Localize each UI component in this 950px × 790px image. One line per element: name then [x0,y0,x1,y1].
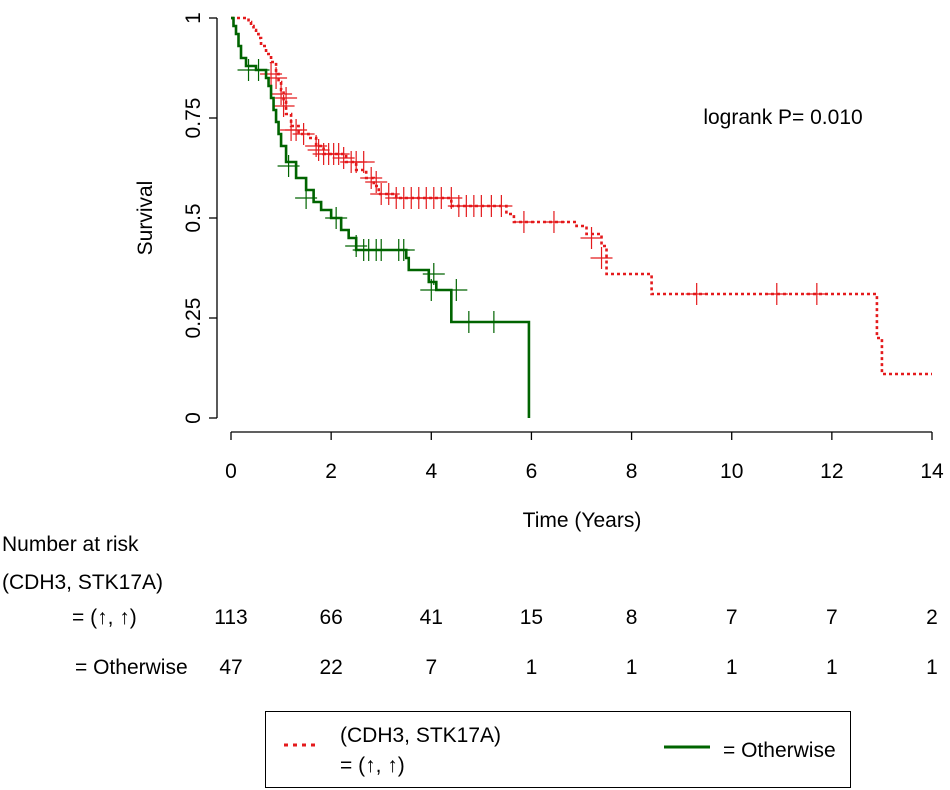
censor-mark [580,227,603,249]
x-tick-label: 4 [425,460,437,483]
censor-mark [512,211,535,233]
censor-mark [272,95,295,117]
x-axis-label: Time (Years) [523,509,642,532]
legend-label-high-line2: = (↑, ↑) [340,754,405,777]
legend: (CDH3, STK17A) = (↑, ↑) = Otherwise [265,711,851,788]
censor-mark [685,283,708,305]
legend-swatch-high [284,743,320,747]
censor-mark [307,139,330,161]
y-axis-label: Survival [134,181,157,256]
censor-mark [805,283,828,305]
x-tick-label: 0 [225,460,237,483]
censor-mark [490,195,513,217]
y-tick-label: 0.5 [182,203,205,232]
censor-mark [365,171,388,193]
series-high-curve [231,16,932,376]
censor-mark [352,151,375,173]
x-tick-label: 8 [626,460,638,483]
censor-mark [420,279,443,301]
censor-mark [247,59,270,81]
logrank-annotation: logrank P= 0.010 [703,106,862,129]
y-tick-label: 0 [182,412,205,424]
censor-mark [422,263,445,285]
censor-mark [327,143,350,165]
censor-mark [457,311,480,333]
x-tick-label: 14 [920,460,944,483]
censor-mark [292,123,315,145]
censor-mark [542,211,565,233]
censor-mark [260,63,283,85]
y-tick-label: 1 [182,12,205,24]
km-plot: 0 2 4 6 8 10 12 14 Time (Years) 0 0.25 0.5 0.75 1 Surv… [134,12,944,532]
censor-mark [295,187,318,209]
x-tick-label: 2 [325,460,337,483]
censor-mark [360,167,383,189]
censor-mark [277,155,300,177]
x-tick-label: 10 [720,460,743,483]
censor-mark [270,83,293,105]
censor-mark [445,279,468,301]
legend-label-otherwise: = Otherwise [723,739,836,762]
y-tick-label: 0.25 [182,298,205,339]
x-tick-label: 12 [820,460,843,483]
censor-mark [325,207,348,229]
censor-mark [482,311,505,333]
censor-mark [590,247,613,269]
legend-swatch-otherwise [664,745,710,749]
y-tick-label: 0.75 [182,98,205,139]
legend-label-high-line1: (CDH3, STK17A) [340,724,502,747]
censor-mark [765,283,788,305]
x-tick-label: 6 [526,460,538,483]
series-otherwise-curve [231,16,531,418]
censor-mark [275,87,298,109]
censor-mark [392,239,415,261]
